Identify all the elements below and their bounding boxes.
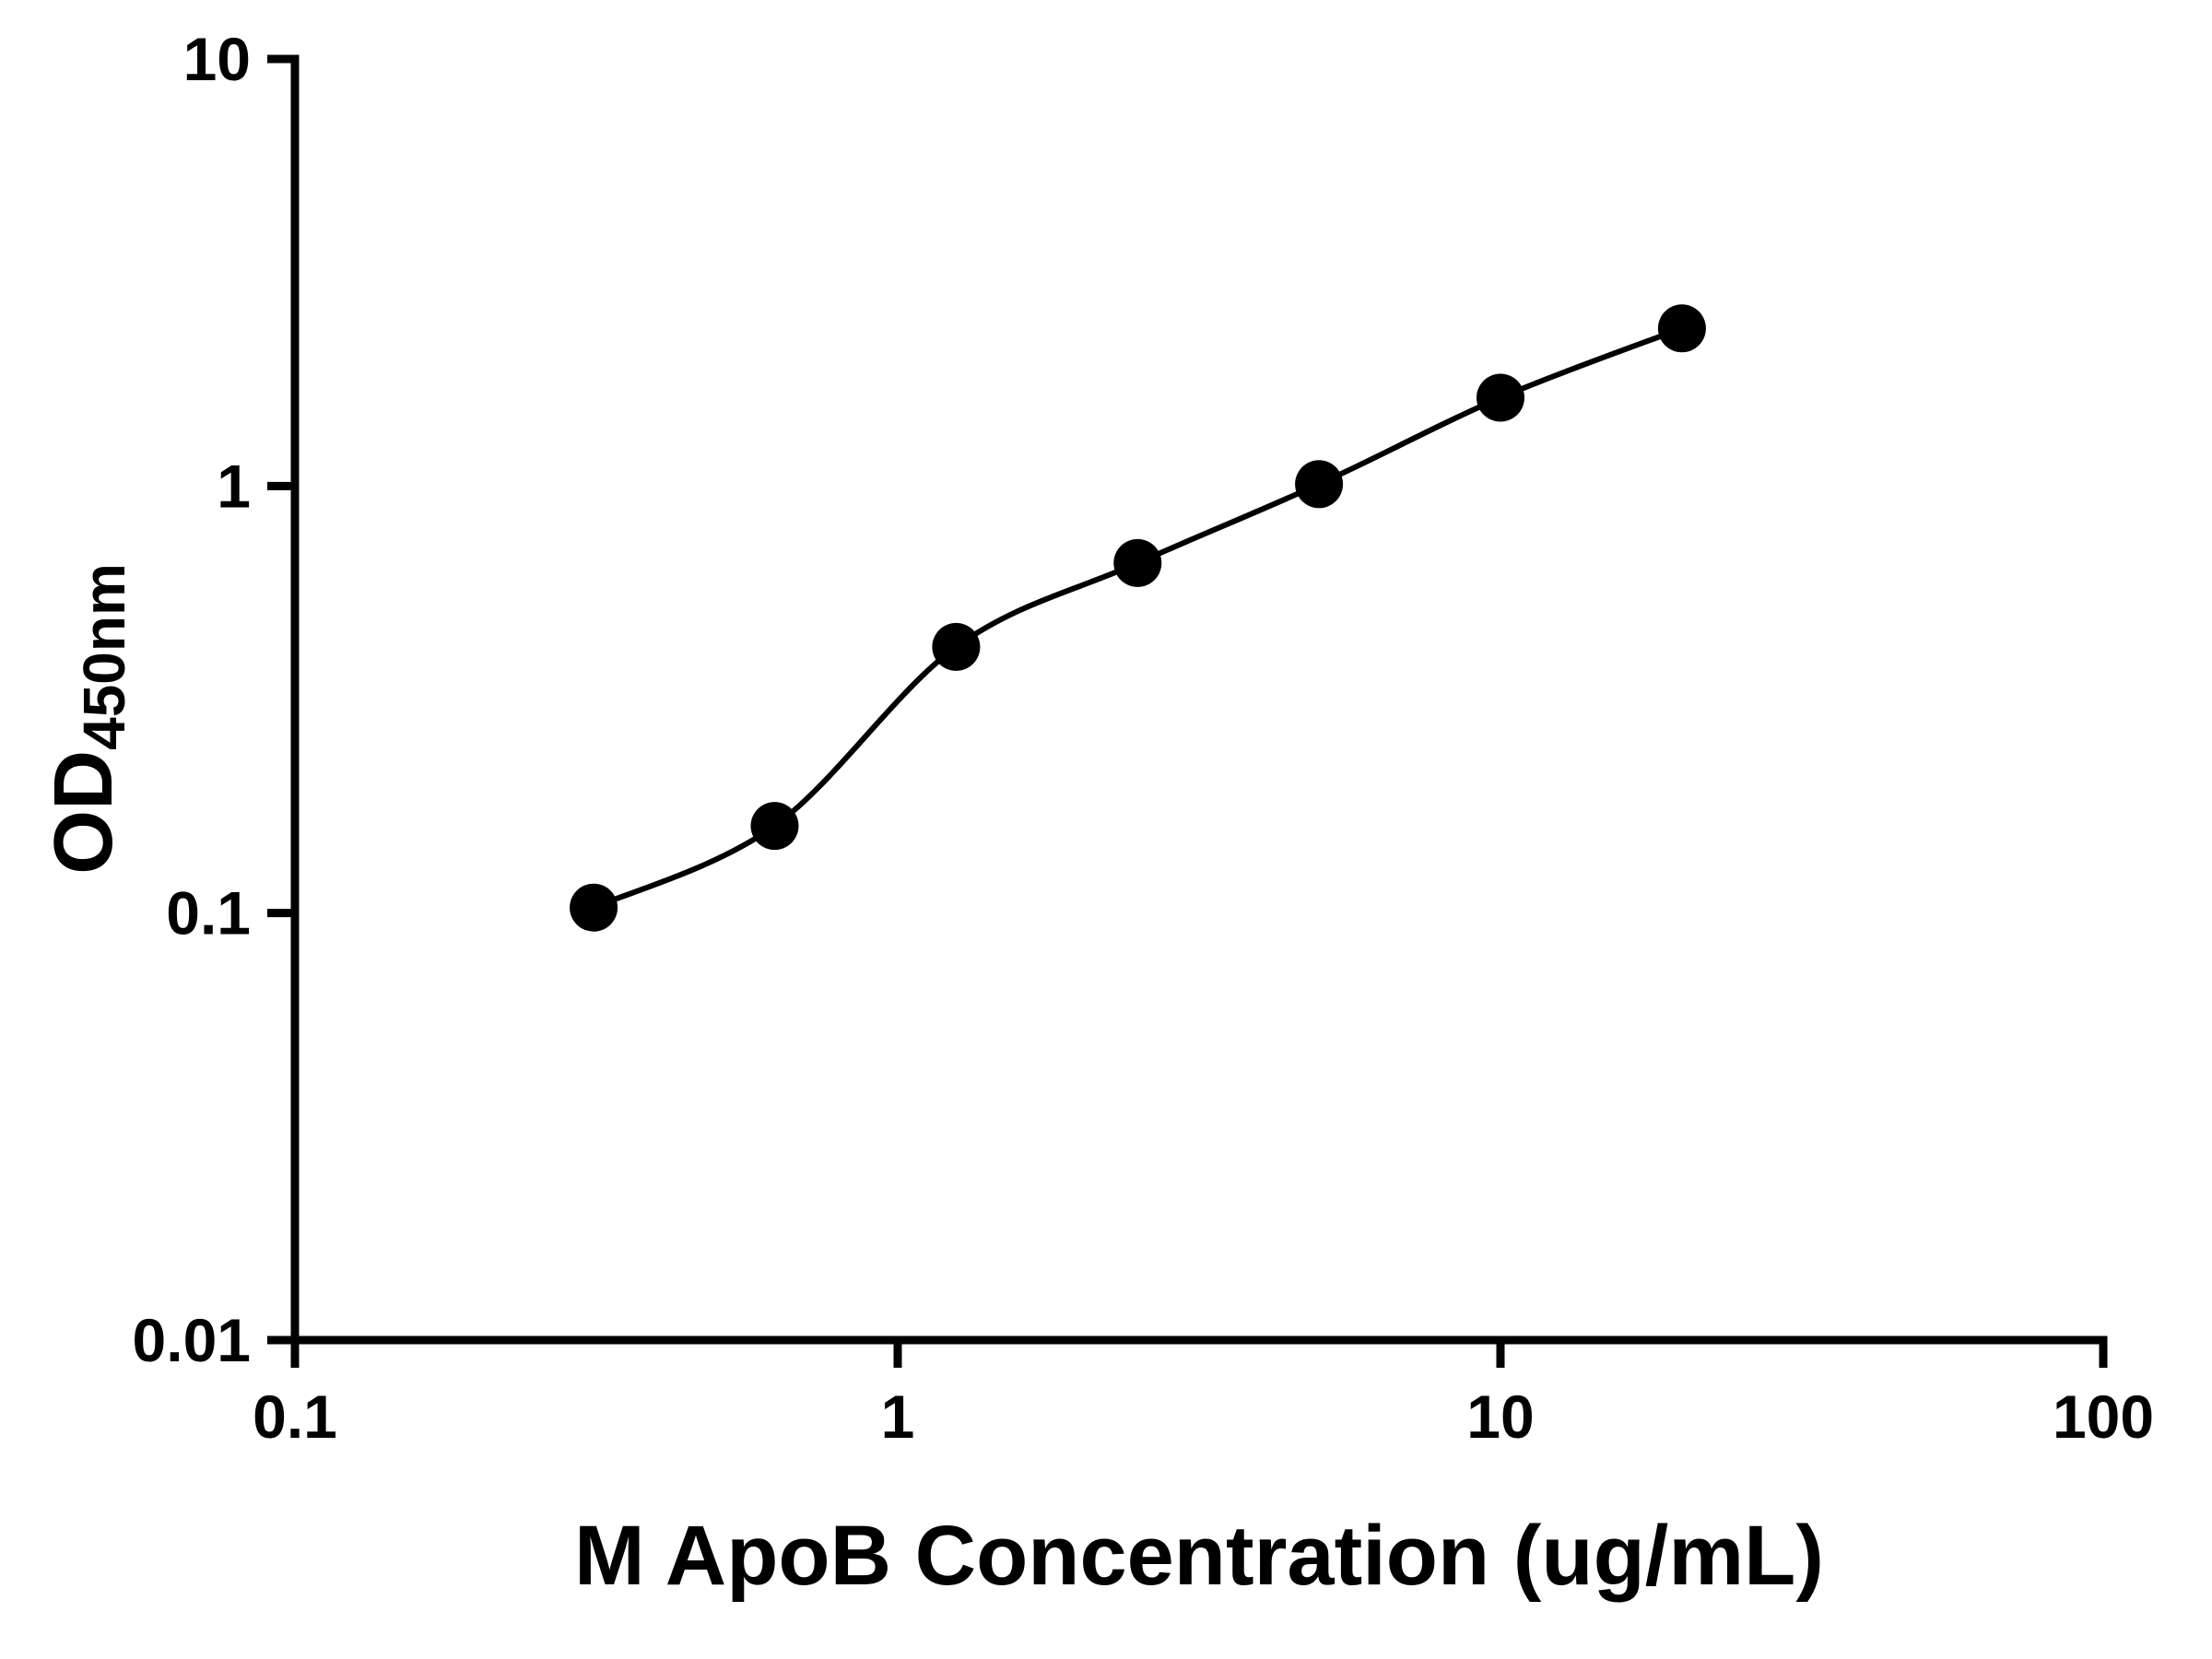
axes-frame xyxy=(290,54,2108,1345)
x-tick-label: 0.1 xyxy=(253,1382,337,1451)
y-axis-title: OD450nm xyxy=(37,563,138,875)
x-tick-label: 10 xyxy=(1466,1382,1534,1451)
y-axis-title-subscript: 450nm xyxy=(71,563,138,750)
y-tick-label: 0.01 xyxy=(133,1306,251,1374)
data-point-marker xyxy=(1657,304,1706,353)
data-point-marker xyxy=(1477,373,1524,422)
y-tick-label: 10 xyxy=(183,25,251,93)
data-point-marker xyxy=(570,883,618,932)
x-tick-label: 100 xyxy=(2053,1382,2154,1451)
y-tick-label: 1 xyxy=(217,452,251,520)
data-point-marker xyxy=(750,802,799,851)
x-axis-title: M ApoB Concentration (ug/mL) xyxy=(574,1509,1824,1603)
y-axis-title-main: OD xyxy=(37,749,130,875)
data-point-marker xyxy=(1295,460,1344,509)
data-point-marker xyxy=(1113,538,1162,587)
y-tick-label: 0.1 xyxy=(166,879,251,947)
x-tick-label: 1 xyxy=(881,1382,915,1451)
data-point-marker xyxy=(932,622,981,671)
